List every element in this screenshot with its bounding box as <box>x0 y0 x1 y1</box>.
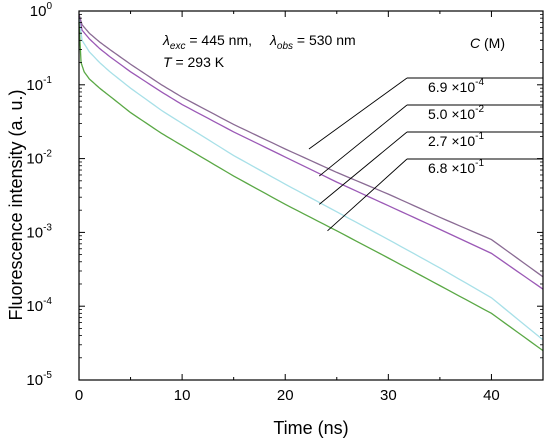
legend-entry-2: 5.0 ×10-2 <box>428 104 484 122</box>
pointer-line-1 <box>308 77 408 150</box>
legend-title: C (M) <box>470 35 505 51</box>
temperature-label: T = 293 K <box>163 54 225 70</box>
excitation-wavelength: λexc = 445 nm, <box>162 32 252 52</box>
x-tick-label: 20 <box>277 387 294 404</box>
x-tick-label: 30 <box>380 387 397 404</box>
series-line-3 <box>78 18 544 341</box>
pointer-line-3 <box>318 131 408 205</box>
series-line-4 <box>78 22 544 352</box>
y-tick-label: 10-4 <box>26 296 52 315</box>
legend-pointer-lines <box>308 77 408 232</box>
axis-ticks: 0 10 20 30 40 10-5 10-4 10-3 10-2 10-1 100 <box>26 1 544 404</box>
series-line-1 <box>78 14 544 278</box>
y-tick-label: 10-2 <box>26 149 52 168</box>
legend: 6.9 ×10-4 5.0 ×10-2 2.7 ×10-1 6.8 ×10-1 <box>407 77 543 176</box>
plot-frame <box>78 10 544 381</box>
y-tick-label: 10-5 <box>26 370 52 389</box>
y-tick-label: 100 <box>30 1 53 20</box>
y-tick-label: 10-3 <box>26 222 52 241</box>
x-tick-label: 0 <box>75 387 83 404</box>
legend-entry-4: 6.8 ×10-1 <box>428 158 484 176</box>
y-tick-label: 10-1 <box>26 75 52 94</box>
series-line-2 <box>78 16 544 290</box>
x-tick-label: 10 <box>174 387 191 404</box>
x-tick-label: 40 <box>483 387 500 404</box>
x-axis-label: Time (ns) <box>273 418 348 438</box>
pointer-line-4 <box>327 158 408 232</box>
y-axis-label: Fluorescence intensity (a. u.) <box>6 89 26 320</box>
series-layer <box>78 14 544 352</box>
legend-entry-1: 6.9 ×10-4 <box>428 77 484 95</box>
pointer-line-2 <box>318 104 408 177</box>
annotation: λexc = 445 nm, λobs = 530 nm T = 293 K <box>162 32 356 70</box>
observation-wavelength: λobs = 530 nm <box>269 32 356 52</box>
legend-entry-3: 2.7 ×10-1 <box>428 131 484 149</box>
